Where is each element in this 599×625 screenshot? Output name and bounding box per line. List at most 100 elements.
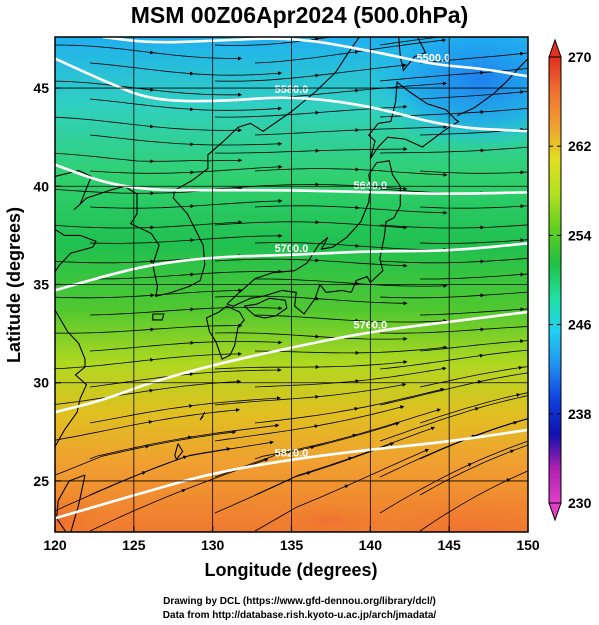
streamline: [55, 259, 155, 264]
streamline: [478, 395, 528, 409]
y-tick-label: 30: [33, 375, 49, 391]
streamline: [379, 37, 444, 46]
streamline: [214, 394, 320, 406]
streamline: [379, 463, 473, 514]
lat-lon-grid: [55, 37, 528, 532]
streamline: [193, 233, 283, 241]
streamline: [254, 433, 357, 460]
streamline: [214, 258, 320, 263]
streamline: [379, 70, 485, 82]
streamline: [152, 408, 240, 422]
streamline: [89, 307, 195, 316]
contour-line: [102, 37, 528, 78]
streamline: [379, 148, 485, 154]
streamline: [419, 365, 523, 388]
coastlines: [55, 37, 528, 532]
colorbar: 270 262 254 246 238 230: [548, 38, 592, 522]
streamline: [55, 388, 154, 405]
streamline: [318, 147, 408, 152]
streamline: [419, 393, 521, 424]
streamline: [419, 307, 525, 316]
colorbar-ticks: 270 262 254 246 238 230: [549, 49, 592, 511]
colorbar-max-arrow: [548, 38, 562, 58]
streamline: [379, 110, 485, 118]
streamline: [509, 470, 528, 480]
streamline: [55, 444, 150, 476]
streamline: [214, 182, 320, 190]
streamline: [145, 447, 231, 473]
contour-label: 5500.0: [417, 53, 451, 65]
coastline: [56, 474, 86, 532]
contour-line: [55, 428, 528, 520]
colorbar-scale: [548, 56, 562, 504]
y-tick-label: 45: [33, 80, 49, 96]
streamline: [89, 340, 195, 352]
streamline: [379, 224, 485, 230]
streamline: [358, 366, 447, 382]
coastline: [398, 37, 427, 72]
streamline: [318, 382, 407, 397]
streamline: [318, 360, 408, 368]
streamline: [193, 141, 283, 146]
streamline: [358, 38, 447, 52]
streamline: [214, 220, 320, 226]
streamline: [214, 110, 320, 118]
streamline: [254, 167, 360, 172]
streamline: [419, 51, 525, 64]
y-tick-label: 35: [33, 277, 49, 293]
streamline: [55, 116, 155, 129]
streamline: [475, 418, 528, 436]
streamline: [193, 306, 283, 311]
streamline: [255, 278, 360, 286]
x-tick-label: 130: [201, 537, 225, 553]
streamline: [379, 380, 482, 406]
streamline: [254, 49, 359, 64]
streamline: [214, 365, 320, 370]
streamline: [314, 421, 400, 448]
streamline: [379, 434, 476, 478]
streamline: [254, 242, 360, 248]
streamline: [193, 106, 283, 111]
coastline: [205, 305, 245, 360]
streamline: [318, 63, 407, 76]
streamline: [379, 293, 485, 299]
streamline: [193, 198, 283, 207]
colorbar-tick-label: 246: [568, 317, 592, 333]
data-credit: Data from http://database.rish.kyoto-u.a…: [162, 610, 437, 621]
coastline: [243, 297, 288, 319]
streamline: [214, 471, 312, 514]
coastline: [174, 443, 184, 461]
streamline: [89, 435, 193, 460]
y-tick-label: 25: [33, 473, 49, 489]
streamline: [358, 207, 448, 215]
streamline: [483, 22, 570, 32]
x-tick-label: 135: [280, 537, 304, 553]
coastline: [368, 81, 460, 160]
streamline: [214, 148, 320, 154]
streamline: [153, 220, 243, 228]
streamline: [153, 89, 243, 97]
coastline: [55, 140, 225, 298]
streamline: [89, 404, 194, 424]
streamline: [153, 288, 243, 296]
streamline: [419, 204, 525, 209]
streamline: [358, 169, 448, 177]
streamline: [318, 298, 408, 306]
streamline: [358, 345, 448, 354]
streamline: [193, 71, 282, 76]
streamline: [153, 323, 243, 330]
streamline: [193, 269, 283, 275]
coastline: [55, 309, 88, 448]
streamline: [55, 44, 155, 55]
x-tick-label: 120: [43, 537, 67, 553]
streamline: [89, 204, 195, 209]
drawing-credit: Drawing by DCL (https://www.gfd-dennou.o…: [163, 596, 436, 607]
streamline: [419, 449, 515, 496]
streamline: [358, 318, 448, 323]
streamline: [379, 353, 484, 370]
streamline: [318, 221, 408, 230]
streamline: [254, 406, 359, 424]
streamline: [318, 336, 408, 341]
streamline: [318, 104, 408, 113]
